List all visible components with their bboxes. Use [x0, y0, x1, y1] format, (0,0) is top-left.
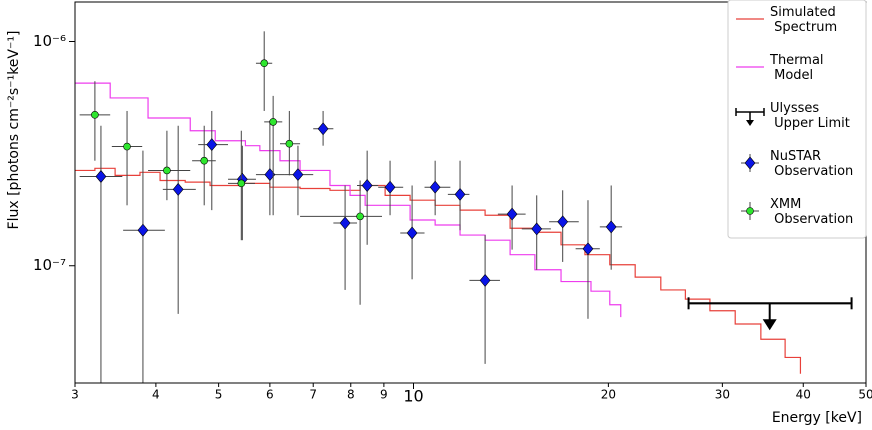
- x-tick-label: 7: [309, 388, 317, 402]
- x-tick-label: 6: [266, 388, 274, 402]
- y-tick-label: 10⁻⁷: [33, 256, 66, 274]
- legend-handle: [746, 207, 754, 215]
- data-point: [356, 212, 364, 221]
- legend-label-line: Upper Limit: [770, 116, 850, 131]
- legend-label: XMM Observation: [770, 197, 853, 227]
- plot-area: [75, 31, 853, 383]
- legend-handle: [744, 156, 756, 170]
- x-tick-label: 8: [347, 388, 355, 402]
- data-point: [339, 216, 351, 230]
- legend-label-line: Observation: [770, 164, 853, 179]
- legend-box: [727, 0, 867, 239]
- data-point: [605, 220, 617, 234]
- data-point: [285, 139, 294, 148]
- x-tick-label: 30: [715, 388, 730, 402]
- data-point: [269, 118, 277, 126]
- data-point: [454, 187, 466, 201]
- data-point: [506, 207, 518, 221]
- legend-label-line: Model: [770, 68, 813, 83]
- legend-label-line: Thermal: [769, 53, 824, 68]
- data-point: [237, 179, 246, 188]
- legend-label-line: NuSTAR: [770, 149, 821, 164]
- axes-layer: 3 4 5 6 7 8 9 10 20 30 40 50 10⁻⁷ 10⁻⁶: [33, 32, 872, 406]
- data-point: [172, 182, 184, 196]
- legend-label-line: Spectrum: [770, 20, 837, 35]
- legend-label: Ulysses Upper Limit: [770, 101, 850, 131]
- legend-label-line: XMM: [770, 197, 801, 212]
- data-point: [91, 111, 99, 119]
- data-point: [206, 138, 218, 152]
- data-point: [406, 226, 418, 240]
- data-point: [479, 273, 491, 287]
- y-axis-label: Flux [photons cm⁻²s⁻¹keV⁻¹]: [6, 31, 22, 230]
- legend-label-line: Simulated: [770, 5, 836, 20]
- data-point: [260, 59, 269, 68]
- limit-arrowhead: [762, 319, 777, 331]
- data-point: [163, 166, 171, 175]
- data-point: [292, 168, 304, 182]
- data-point: [384, 180, 396, 194]
- data-point: [123, 142, 131, 151]
- data-point: [429, 180, 441, 194]
- legend-label: Thermal Model: [769, 53, 824, 83]
- x-axis-label: Energy [keV]: [772, 410, 862, 426]
- x-tick-label: 20: [601, 388, 616, 402]
- x-tick-label: 9: [380, 388, 388, 402]
- step-line: [75, 82, 622, 318]
- x-tick-label: 50: [858, 388, 872, 402]
- step-line: [75, 167, 802, 374]
- data-point: [582, 242, 594, 256]
- legend-handle: [746, 120, 754, 126]
- legend-label-line: Observation: [770, 212, 853, 227]
- legend: Simulated Spectrum Thermal Model Ulysses U…: [727, 0, 867, 239]
- x-tick-label: 10: [403, 387, 423, 406]
- x-tick-label: 3: [71, 388, 79, 402]
- y-tick-label: 10⁻⁶: [33, 32, 66, 50]
- data-point: [200, 156, 208, 165]
- data-point: [557, 215, 569, 229]
- data-point: [95, 170, 107, 183]
- data-point: [137, 223, 149, 237]
- legend-label-line: Ulysses: [770, 101, 819, 116]
- x-tick-label: 5: [215, 388, 223, 402]
- data-point: [361, 179, 373, 192]
- legend-label: NuSTAR Observation: [770, 149, 853, 179]
- data-point: [531, 222, 543, 236]
- legend-label: Simulated Spectrum: [770, 5, 837, 35]
- x-tick-label: 4: [152, 388, 160, 402]
- data-point: [317, 122, 329, 136]
- x-tick-label: 40: [796, 388, 811, 402]
